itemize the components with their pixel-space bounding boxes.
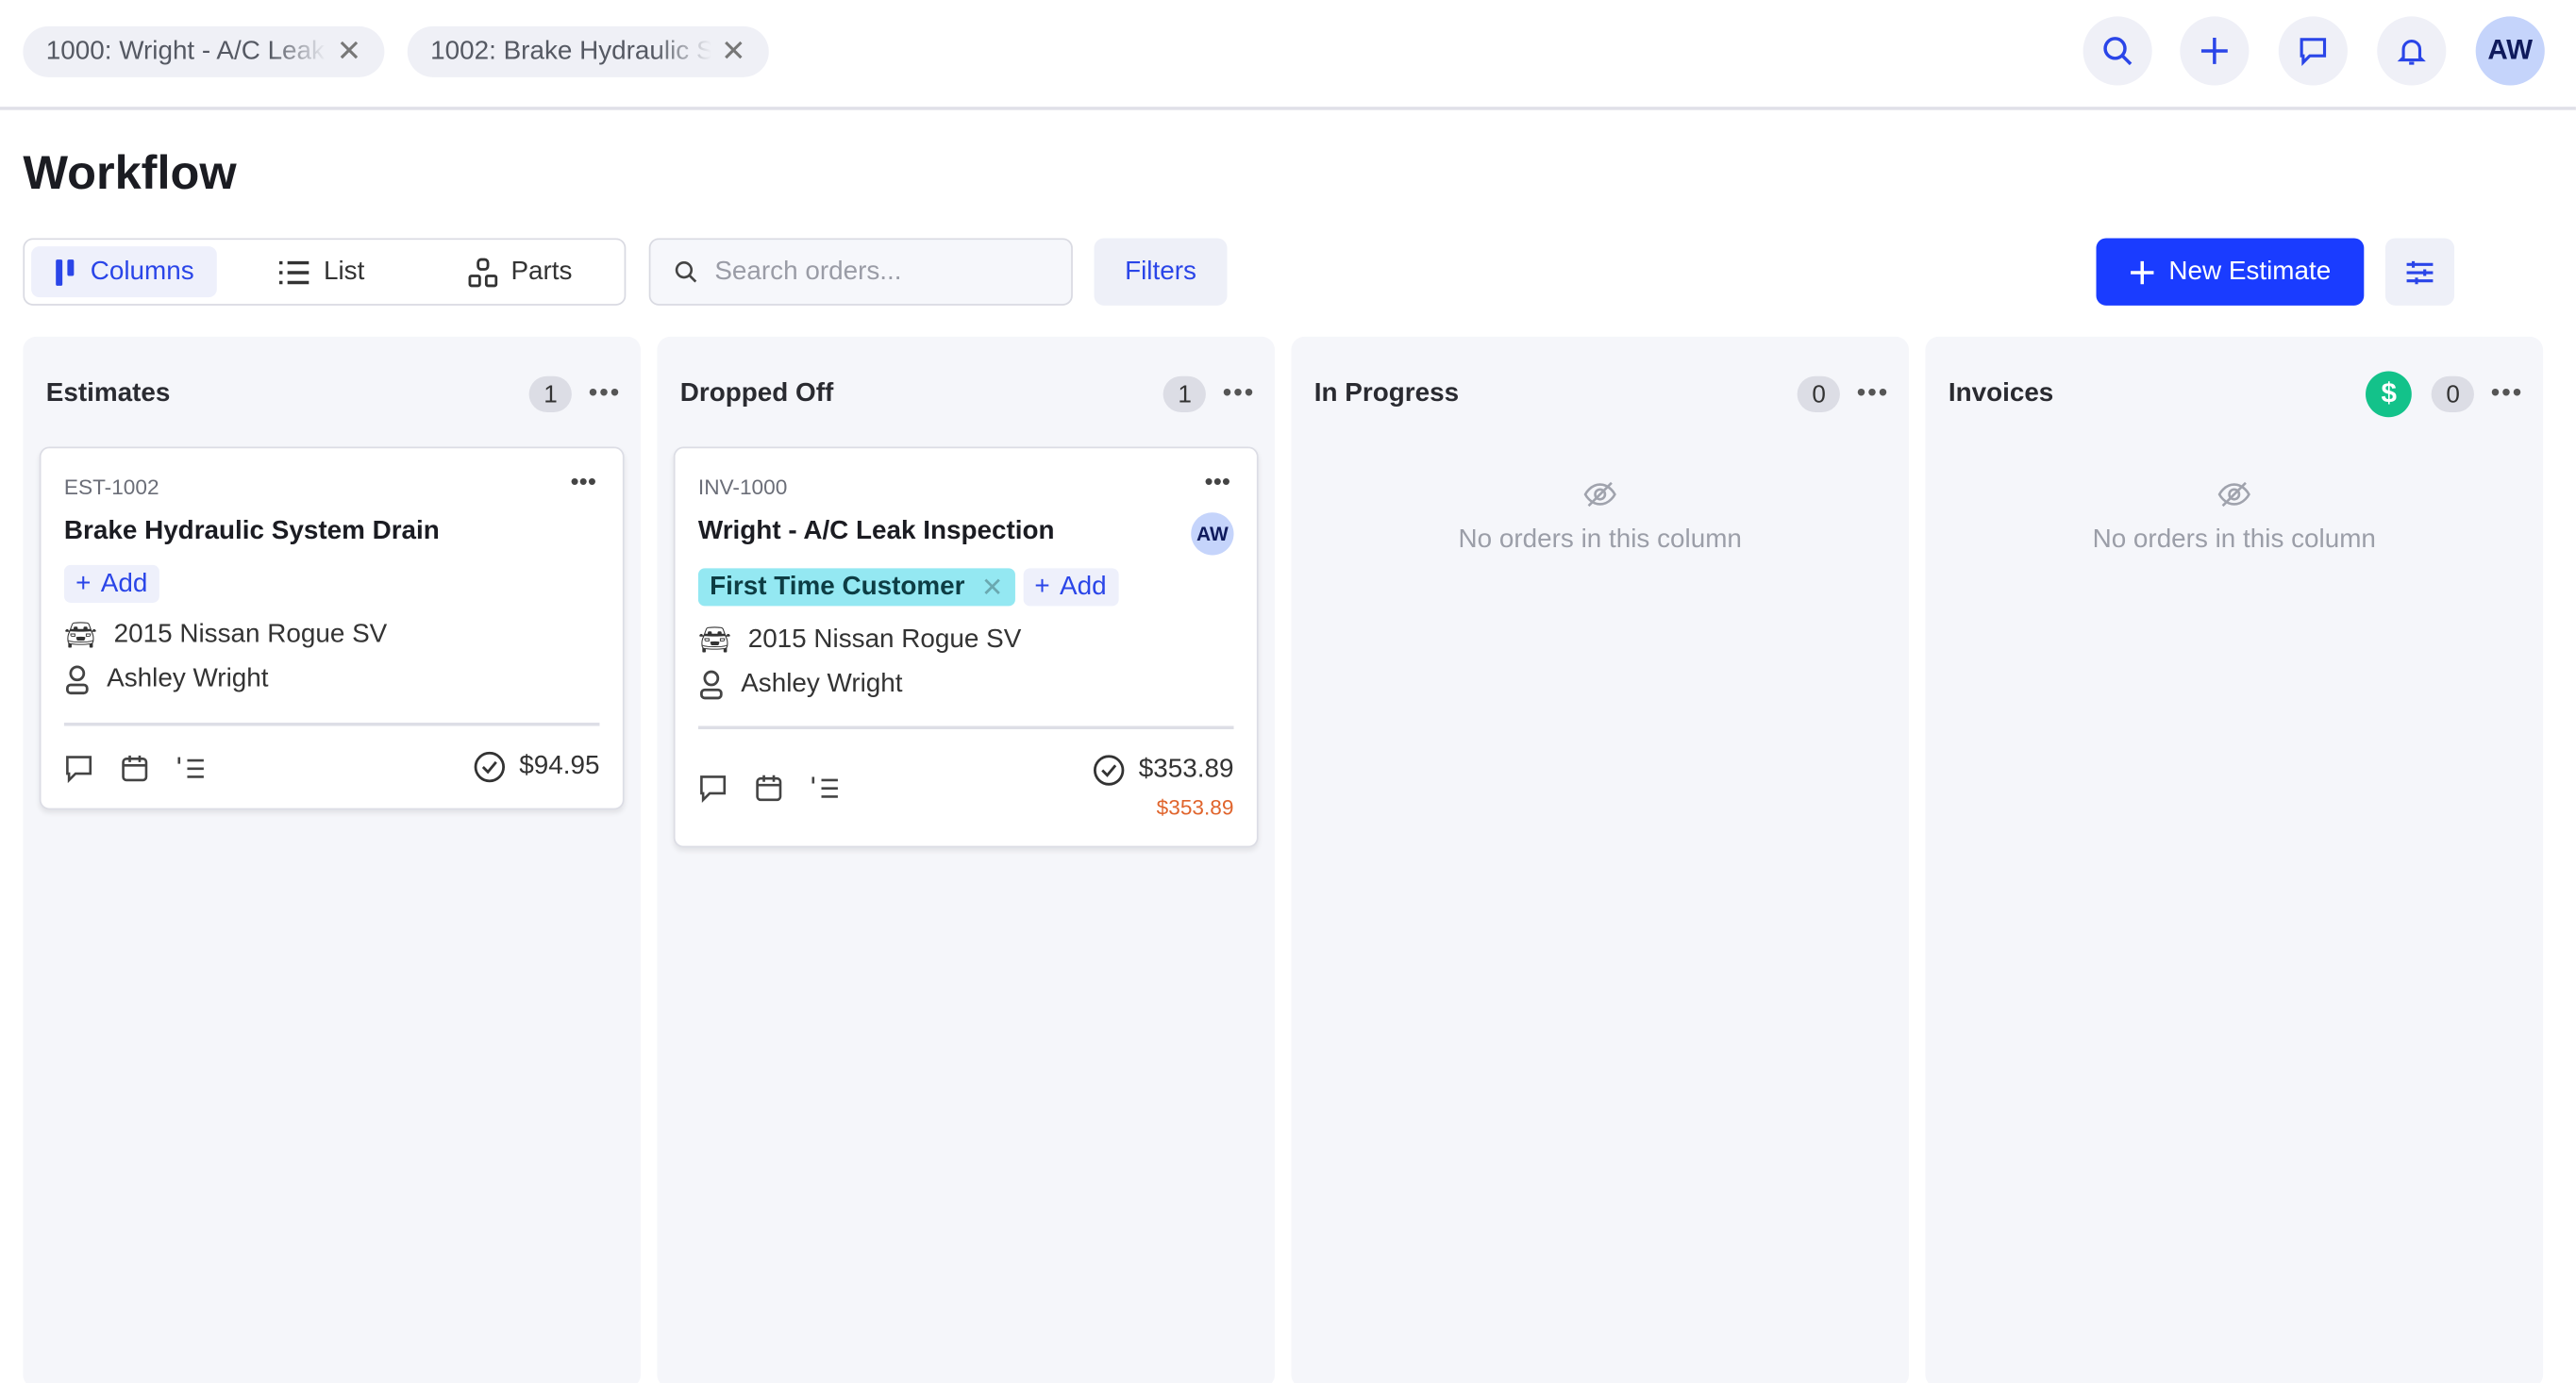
add-tag-button[interactable]: + Add (1023, 568, 1118, 607)
numbered-list-icon[interactable] (176, 754, 205, 783)
order-title: Wright - A/C Leak Inspection (697, 517, 1055, 546)
numbered-list-icon[interactable] (810, 774, 839, 803)
card-divider (697, 725, 1234, 730)
add-label: Add (1060, 572, 1107, 601)
tab-label: 1002: Brake Hydraulic System Drain (430, 37, 711, 65)
person-icon (65, 665, 89, 695)
calendar-icon[interactable] (120, 754, 149, 783)
header-divider (0, 107, 2576, 110)
bell-icon (2397, 39, 2426, 65)
order-total: $94.95 (519, 752, 600, 780)
user-avatar[interactable]: AW (2475, 16, 2545, 86)
button-label: New Estimate (2168, 257, 2332, 286)
open-tab[interactable]: 1000: Wright - A/C Leak Inspection ✕ (23, 25, 385, 77)
order-total: $353.89 (1138, 755, 1234, 784)
order-card[interactable]: INV-1000 ••• Wright - A/C Leak Inspectio… (673, 446, 1259, 848)
view-label: List (323, 257, 365, 286)
more-icon[interactable]: ••• (570, 468, 596, 496)
empty-message: No orders in this column (2092, 525, 2376, 554)
search-icon (2103, 37, 2133, 66)
board-settings-button[interactable] (2384, 238, 2455, 306)
card-divider (63, 723, 600, 726)
order-card[interactable]: EST-1002 ••• Brake Hydraulic System Drai… (39, 446, 625, 810)
check-circle-icon (474, 751, 506, 783)
customer-tag: First Time Customer ✕ (697, 568, 1015, 607)
search-box (648, 238, 1073, 306)
count-badge: 0 (1797, 375, 1841, 412)
vehicle: 2015 Nissan Rogue SV (113, 621, 388, 649)
order-title: Brake Hydraulic System Drain (63, 517, 440, 546)
close-icon[interactable]: ✕ (980, 574, 1004, 603)
plus-icon (2131, 259, 2154, 284)
eye-off-icon (2217, 481, 2250, 508)
view-switcher: Columns List Parts (23, 238, 627, 306)
person-icon (700, 670, 723, 700)
order-id: INV-1000 (697, 475, 788, 500)
page-title: Workflow (23, 147, 237, 201)
column-title: Dropped Off (679, 379, 834, 408)
open-tab[interactable]: 1002: Brake Hydraulic System Drain ✕ (407, 25, 769, 77)
column-estimates: Estimates 1 ••• EST-1002 ••• Brake Hydraul… (23, 336, 641, 1383)
column-invoices: Invoices $0 ••• No orders in this column (1925, 336, 2544, 1383)
vehicle: 2015 Nissan Rogue SV (747, 625, 1022, 654)
tag-label: First Time Customer (710, 572, 965, 601)
view-parts[interactable]: Parts (445, 246, 595, 297)
close-icon[interactable]: ✕ (721, 34, 746, 68)
close-icon[interactable]: ✕ (336, 34, 362, 68)
search-button[interactable] (2083, 16, 2152, 86)
assignee-avatar[interactable]: AW (1191, 512, 1234, 556)
more-icon[interactable]: ••• (1856, 379, 1890, 408)
plus-icon (2200, 38, 2228, 64)
more-icon[interactable]: ••• (588, 379, 622, 408)
column-title: Estimates (45, 379, 171, 408)
more-icon[interactable]: ••• (2490, 379, 2524, 408)
chat-icon (2300, 38, 2327, 66)
empty-message: No orders in this column (1458, 525, 1742, 554)
view-columns[interactable]: Columns (31, 246, 218, 298)
add-label: Add (100, 569, 148, 597)
new-estimate-button[interactable]: New Estimate (2096, 238, 2365, 306)
balance-due: $353.89 (1156, 794, 1234, 820)
list-icon (278, 259, 309, 284)
check-circle-icon (1094, 755, 1125, 786)
customer: Ashley Wright (741, 670, 903, 698)
search-input[interactable] (714, 257, 1028, 287)
view-label: Parts (510, 257, 573, 286)
more-icon[interactable]: ••• (1222, 379, 1256, 408)
calendar-icon[interactable] (754, 774, 783, 803)
tab-label: 1000: Wright - A/C Leak Inspection (45, 37, 327, 65)
count-badge: 1 (528, 375, 573, 412)
count-badge: 1 (1163, 375, 1207, 412)
order-id: EST-1002 (63, 475, 159, 500)
search-icon (675, 261, 697, 283)
car-icon: 🚘︎ (63, 622, 98, 651)
plus-icon: + (1034, 572, 1050, 601)
column-in-progress: In Progress 0 ••• No orders in this column (1291, 336, 1910, 1383)
view-label: Columns (90, 257, 194, 286)
columns-icon (56, 258, 75, 286)
column-dropped-off: Dropped Off 1 ••• INV-1000 ••• Wright - A/… (657, 336, 1276, 1383)
parts-icon (468, 257, 498, 287)
plus-icon: + (75, 569, 92, 597)
dollar-icon: $ (2366, 371, 2413, 418)
car-icon: 🚘︎ (697, 627, 732, 656)
notifications-button[interactable] (2377, 16, 2447, 86)
more-icon[interactable]: ••• (1204, 468, 1231, 496)
comment-icon[interactable] (698, 774, 728, 804)
comment-icon[interactable] (64, 754, 93, 784)
column-title: In Progress (1313, 379, 1460, 408)
filters-button[interactable]: Filters (1094, 238, 1228, 306)
view-list[interactable]: List (255, 246, 388, 297)
sliders-icon (2406, 259, 2434, 284)
messages-button[interactable] (2278, 16, 2348, 86)
eye-off-icon (1583, 481, 1616, 508)
add-tag-button[interactable]: + Add (63, 564, 159, 603)
column-title: Invoices (1948, 379, 2054, 408)
count-badge: 0 (2432, 375, 2475, 412)
add-button[interactable] (2180, 16, 2250, 86)
customer: Ashley Wright (107, 665, 269, 693)
